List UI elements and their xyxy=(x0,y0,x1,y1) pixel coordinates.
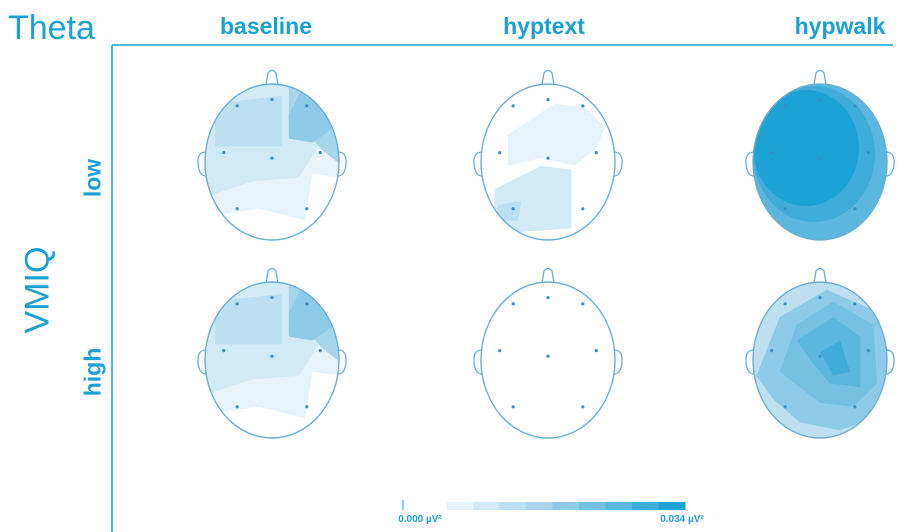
topomap-low-hypwalk xyxy=(745,69,895,241)
electrode-marker xyxy=(270,296,274,300)
topomap-high-hypwalk xyxy=(745,267,895,439)
colorbar-max-label: 0.034 µV² xyxy=(660,514,704,525)
electrode-marker xyxy=(783,207,787,211)
electrode-marker xyxy=(581,104,585,108)
right-ear xyxy=(613,151,623,177)
right-ear xyxy=(337,151,347,177)
colorbar-segment xyxy=(579,502,606,510)
left-ear xyxy=(745,151,755,177)
electrode-marker xyxy=(511,207,515,211)
electrode-marker xyxy=(853,302,857,306)
electrode-marker xyxy=(305,302,309,306)
electrode-marker xyxy=(222,349,226,353)
electrode-marker xyxy=(818,156,822,160)
nose xyxy=(541,69,555,86)
electrode-marker xyxy=(511,405,515,409)
colorbar xyxy=(402,500,686,510)
electrode-marker xyxy=(818,98,822,102)
electrode-marker xyxy=(511,302,515,306)
left-ear xyxy=(473,349,483,375)
left-ear xyxy=(745,349,755,375)
right-ear xyxy=(613,349,623,375)
electrode-marker xyxy=(235,207,239,211)
electrode-marker xyxy=(594,349,598,353)
colorbar-segment xyxy=(605,502,633,510)
topomap-low-hyptext xyxy=(473,69,623,241)
electrode-marker xyxy=(853,405,857,409)
electrode-marker xyxy=(498,349,502,353)
right-ear xyxy=(337,349,347,375)
nose xyxy=(265,267,279,284)
nose xyxy=(813,267,827,284)
electrode-marker xyxy=(498,151,502,155)
colorbar-segment xyxy=(552,502,580,510)
electrode-marker xyxy=(581,405,585,409)
left-ear xyxy=(197,151,207,177)
electrode-marker xyxy=(594,151,598,155)
colorbar-min-label: 0.000 µV² xyxy=(398,514,442,525)
electrode-marker xyxy=(783,302,787,306)
electrode-marker xyxy=(818,354,822,358)
electrode-marker xyxy=(818,296,822,300)
electrode-marker xyxy=(222,151,226,155)
electrode-marker xyxy=(511,104,515,108)
colorbar-segment xyxy=(632,502,659,510)
electrode-marker xyxy=(853,207,857,211)
nose xyxy=(541,267,555,284)
column-header-baseline: baseline xyxy=(219,13,313,39)
electrode-marker xyxy=(546,98,550,102)
colorbar-segment xyxy=(526,502,553,510)
column-header-hyptext: hyptext xyxy=(503,13,585,39)
electrode-marker xyxy=(866,349,870,353)
electrode-marker xyxy=(581,302,585,306)
figure-title: Theta xyxy=(8,9,95,47)
electrode-marker xyxy=(305,104,309,108)
electrode-marker xyxy=(546,296,550,300)
colorbar-segment xyxy=(658,502,686,510)
electrode-marker xyxy=(783,405,787,409)
head-outline xyxy=(752,83,888,241)
electrode-marker xyxy=(235,302,239,306)
right-ear xyxy=(885,349,895,375)
nose xyxy=(265,69,279,86)
right-ear xyxy=(885,151,895,177)
colorbar-segment xyxy=(420,502,447,510)
left-ear xyxy=(473,151,483,177)
column-header-hypwalk: hypwalk xyxy=(794,13,886,39)
head-outline xyxy=(480,83,616,241)
colorbar-segment xyxy=(473,502,500,510)
electrode-marker xyxy=(853,104,857,108)
colorbar-segment xyxy=(499,502,527,510)
electrode-marker xyxy=(305,405,309,409)
electrode-marker xyxy=(270,156,274,160)
topomap-low-baseline xyxy=(197,69,347,241)
electrode-marker xyxy=(546,354,550,358)
electrode-marker xyxy=(770,151,774,155)
colorbar-segment xyxy=(446,502,474,510)
head-outline xyxy=(752,281,888,439)
electrode-marker xyxy=(318,151,322,155)
electrode-marker xyxy=(270,98,274,102)
left-ear xyxy=(197,349,207,375)
electrode-marker xyxy=(235,405,239,409)
topomap-high-hyptext xyxy=(473,267,623,439)
head-outline xyxy=(204,281,340,439)
head-outline xyxy=(204,83,340,241)
electrode-marker xyxy=(546,156,550,160)
electrode-marker xyxy=(866,151,870,155)
electrode-marker xyxy=(318,349,322,353)
head-outline xyxy=(480,281,616,439)
electrode-marker xyxy=(770,349,774,353)
topomap-high-baseline xyxy=(197,267,347,439)
electrode-marker xyxy=(305,207,309,211)
electrode-marker xyxy=(783,104,787,108)
electrode-marker xyxy=(270,354,274,358)
electrode-marker xyxy=(581,207,585,211)
electrode-marker xyxy=(235,104,239,108)
nose xyxy=(813,69,827,86)
